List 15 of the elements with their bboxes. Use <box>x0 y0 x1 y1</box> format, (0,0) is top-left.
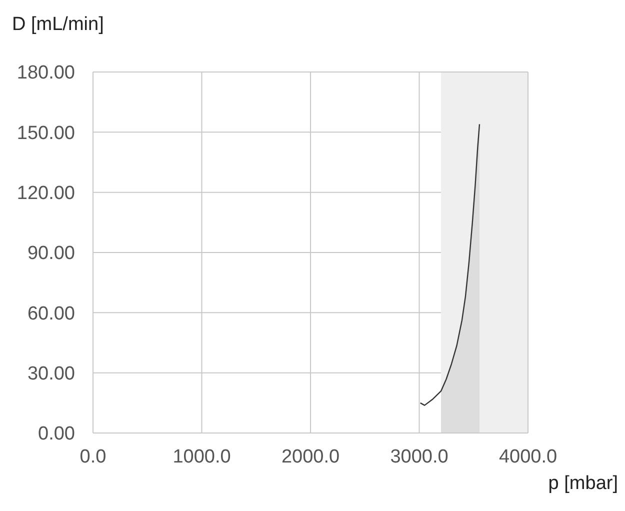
y-tick-label: 90.00 <box>27 243 75 264</box>
y-tick-label: 120.00 <box>16 183 75 204</box>
x-tick-label: 2000.0 <box>281 446 340 468</box>
y-axis-title: D [mL/min] <box>12 14 104 36</box>
y-tick-label: 0.00 <box>38 424 75 445</box>
x-tick-label: 0.0 <box>80 446 106 468</box>
y-tick-label: 60.00 <box>27 303 75 324</box>
y-tick-label: 180.00 <box>16 62 75 84</box>
line-series <box>420 124 480 406</box>
x-tick-label: 4000.0 <box>498 446 558 468</box>
x-tick-label: 1000.0 <box>172 446 231 468</box>
x-axis-title: p [mbar] <box>548 473 618 495</box>
y-tick-label: 150.00 <box>16 122 75 144</box>
y-tick-label: 30.00 <box>27 364 75 385</box>
x-tick-label: 3000.0 <box>390 446 448 468</box>
